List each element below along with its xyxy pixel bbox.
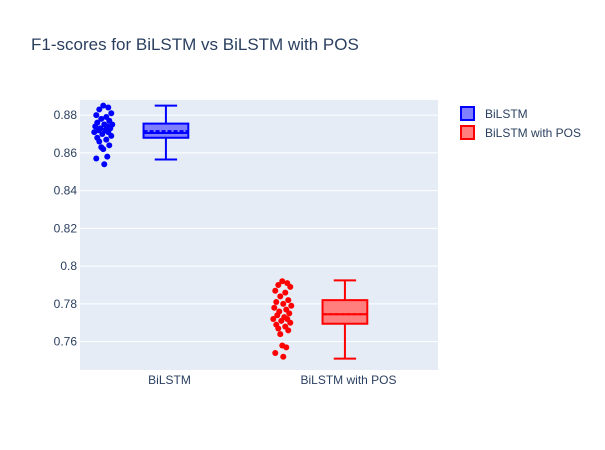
data-point bbox=[287, 283, 294, 290]
data-point bbox=[108, 132, 115, 139]
data-point bbox=[285, 297, 292, 304]
data-point bbox=[275, 325, 282, 332]
data-point bbox=[270, 316, 277, 323]
y-tick-label: 0.88 bbox=[54, 108, 78, 122]
y-tick-label: 0.8 bbox=[60, 259, 77, 273]
y-grid bbox=[80, 114, 438, 343]
data-point bbox=[104, 153, 111, 160]
legend-label: BiLSTM with POS bbox=[485, 126, 581, 140]
data-point bbox=[280, 353, 287, 360]
y-tick-label: 0.86 bbox=[54, 146, 78, 160]
y-tick-label: 0.82 bbox=[54, 221, 78, 235]
iqr-box bbox=[321, 299, 369, 325]
data-point bbox=[96, 106, 103, 113]
data-point bbox=[274, 312, 281, 319]
data-point bbox=[283, 344, 290, 351]
data-point bbox=[285, 327, 292, 334]
data-point bbox=[100, 146, 107, 153]
legend-swatch bbox=[460, 125, 475, 140]
data-point bbox=[103, 136, 110, 143]
chart-title: F1-scores for BiLSTM vs BiLSTM with POS bbox=[31, 35, 359, 54]
data-point bbox=[272, 287, 279, 294]
data-point bbox=[99, 130, 106, 137]
legend-item-0[interactable]: BiLSTM bbox=[460, 106, 528, 121]
y-tick-label: 0.84 bbox=[54, 184, 78, 198]
legend[interactable]: BiLSTM BiLSTM with POS bbox=[460, 106, 581, 140]
series-0 bbox=[91, 102, 190, 168]
legend-label: BiLSTM bbox=[485, 107, 528, 121]
data-point bbox=[105, 104, 112, 111]
y-axis-ticks: 0.76 0.78 0.8 0.82 0.84 0.86 0.88 bbox=[54, 108, 78, 349]
data-point bbox=[101, 161, 108, 168]
data-point bbox=[287, 319, 294, 326]
data-point bbox=[273, 299, 280, 306]
data-point bbox=[279, 278, 286, 285]
data-point bbox=[277, 293, 284, 300]
data-point bbox=[275, 282, 282, 289]
data-point bbox=[282, 289, 289, 296]
data-point bbox=[93, 155, 100, 162]
data-point bbox=[280, 300, 287, 307]
data-point bbox=[108, 110, 115, 117]
x-axis-ticks: BiLSTM BiLSTM with POS bbox=[148, 373, 396, 387]
data-point bbox=[288, 302, 295, 309]
data-point bbox=[277, 331, 284, 338]
data-point bbox=[278, 317, 285, 324]
data-point bbox=[98, 115, 105, 122]
legend-item-1[interactable]: BiLSTM with POS bbox=[460, 125, 581, 140]
series-1 bbox=[270, 278, 369, 360]
data-point bbox=[286, 310, 293, 317]
data-point bbox=[272, 350, 279, 357]
y-tick-label: 0.76 bbox=[54, 335, 78, 349]
y-tick-label: 0.78 bbox=[54, 297, 78, 311]
data-point bbox=[91, 129, 98, 136]
series-layer bbox=[91, 102, 369, 360]
data-point bbox=[100, 102, 107, 109]
legend-swatch bbox=[460, 106, 475, 121]
data-point bbox=[93, 112, 100, 119]
data-point bbox=[106, 142, 113, 149]
data-point bbox=[96, 138, 103, 145]
data-point bbox=[271, 304, 278, 311]
x-tick-label: BiLSTM with POS bbox=[300, 373, 396, 387]
plot-area bbox=[80, 100, 438, 370]
x-tick-label: BiLSTM bbox=[148, 373, 191, 387]
